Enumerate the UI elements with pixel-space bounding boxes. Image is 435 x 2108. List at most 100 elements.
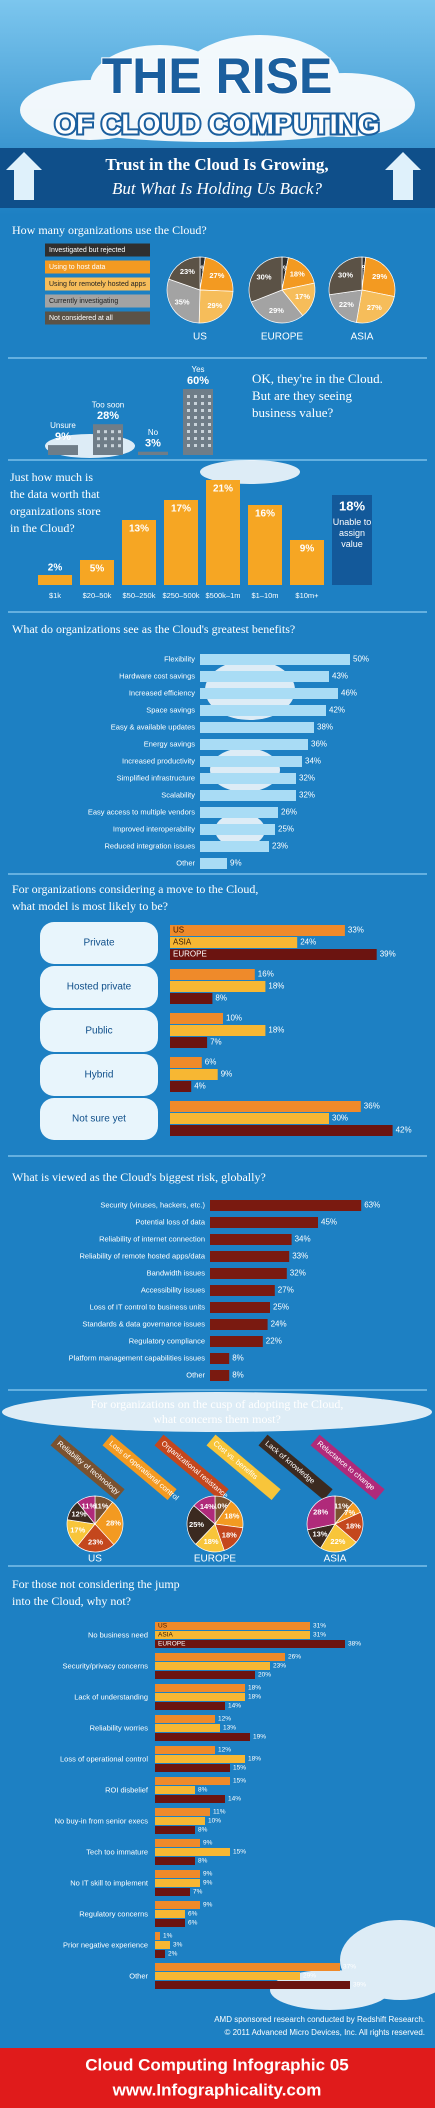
window [208, 430, 211, 433]
bar [210, 1353, 230, 1364]
tagline-band [0, 148, 435, 208]
window [208, 437, 211, 440]
value-label: 4% [194, 1082, 206, 1091]
bar [200, 790, 296, 801]
bar [155, 1817, 205, 1825]
bar [170, 925, 345, 936]
value-label: 19% [253, 1734, 266, 1741]
y-tick-label: Space savings [146, 705, 195, 714]
bar [170, 969, 255, 980]
window [187, 402, 190, 405]
value-label: 11% [94, 1502, 109, 1511]
value-label: 25% [278, 825, 294, 834]
value-label: 14% [228, 1796, 241, 1803]
bar [200, 807, 278, 818]
window [187, 409, 190, 412]
y-tick-label: Bandwidth issues [147, 1268, 206, 1277]
value-label: 9% [203, 1840, 213, 1847]
value-label: 8% [198, 1787, 208, 1794]
bar [155, 1888, 190, 1896]
window [201, 423, 204, 426]
value-label: 3% [196, 263, 207, 272]
bar [200, 688, 338, 699]
bar [155, 1622, 310, 1630]
value-label: 50% [353, 655, 369, 664]
bar [155, 1684, 245, 1692]
bar [155, 1715, 215, 1723]
footer-banner [0, 2048, 435, 2108]
bar [200, 654, 350, 665]
bar [170, 1113, 329, 1124]
legend-label: Using for remotely hosted apps [49, 281, 146, 288]
value-label: 24% [300, 938, 316, 947]
value-label: 2% [168, 1951, 178, 1958]
window [208, 423, 211, 426]
value-label: 36% [311, 740, 327, 749]
value-label: 28% [313, 1507, 328, 1516]
bar [155, 1910, 185, 1918]
window [194, 423, 197, 426]
legend-label: Not considered at all [49, 315, 113, 322]
bar [155, 1808, 210, 1816]
value-label: 25% [189, 1520, 204, 1529]
bar [155, 1702, 225, 1710]
window [194, 437, 197, 440]
y-tick-label: Simplified infrastructure [117, 773, 195, 782]
value-label: 38% [317, 723, 333, 732]
window [97, 444, 100, 448]
category-cloud [40, 1010, 158, 1052]
legend-label: ASIA [173, 938, 192, 947]
section-title: For organizations considering a move to … [12, 882, 258, 896]
window [118, 430, 121, 434]
x-tick-label: $50–250k [123, 591, 156, 600]
window [208, 395, 211, 398]
window [201, 437, 204, 440]
value-label: 33% [292, 1252, 308, 1261]
y-tick-label: Lack of understanding [74, 1692, 148, 1701]
ribbon-band [310, 1434, 385, 1500]
y-tick-label: Easy access to multiple vendors [88, 807, 195, 816]
value-label: 3% [173, 1942, 183, 1949]
pie-slice [76, 1495, 96, 1525]
value-label: 11% [82, 1502, 97, 1511]
value-label: 29% [372, 272, 387, 281]
bar [210, 1370, 230, 1381]
bar [155, 1919, 185, 1927]
y-tick-label: Other [186, 1370, 205, 1379]
value-label: 22% [266, 1337, 282, 1346]
bar [164, 500, 198, 585]
bar [248, 505, 282, 585]
section-title: organizations store [10, 504, 101, 518]
bar [38, 575, 72, 585]
bar [155, 1981, 350, 1989]
pie-name: EUROPE [261, 332, 304, 343]
window [194, 395, 197, 398]
pie-slice [166, 278, 201, 324]
bar [200, 722, 314, 733]
pie-slice [306, 1495, 336, 1531]
bar [122, 520, 156, 585]
value-label: 34% [305, 757, 321, 766]
y-tick-label: No buy-in from senior execs [55, 1816, 149, 1825]
value-label: 7% [210, 1038, 222, 1047]
section-title: For those not considering the jump [12, 1577, 180, 1591]
value-label: 27% [367, 303, 382, 312]
value-label: 27% [278, 1286, 294, 1295]
ribbon-band [102, 1434, 177, 1500]
window [208, 409, 211, 412]
bar [200, 841, 269, 852]
window [201, 402, 204, 405]
value-label: 10% [213, 1501, 228, 1510]
pie-slice [198, 289, 234, 324]
value-label: 13% [129, 524, 149, 535]
value-label: 11% [213, 1809, 226, 1816]
window [187, 430, 190, 433]
value-label: 18% [268, 1026, 284, 1035]
value-label: 38% [348, 1641, 361, 1648]
ribbon-band [50, 1434, 125, 1500]
y-tick-label: Hardware cost savings [119, 671, 195, 680]
bar [210, 1319, 268, 1330]
y-tick-label: Increased productivity [122, 756, 195, 765]
y-tick-label: Hosted private [67, 982, 132, 993]
value-label: 23% [180, 267, 195, 276]
